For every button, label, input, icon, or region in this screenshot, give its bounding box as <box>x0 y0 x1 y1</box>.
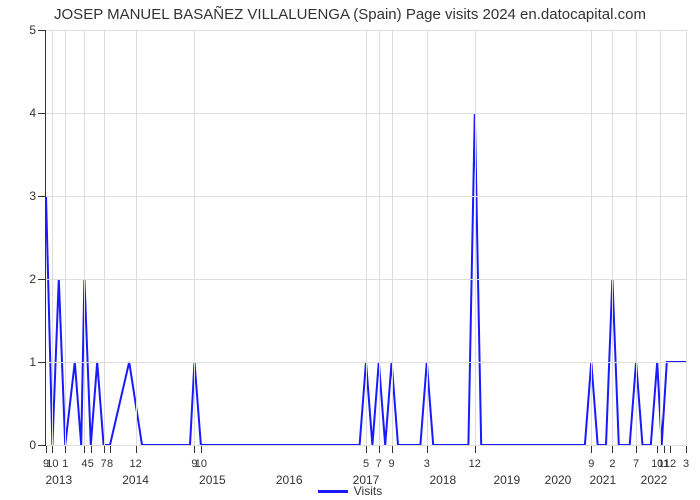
chart-title: JOSEP MANUEL BASAÑEZ VILLALUENGA (Spain)… <box>0 6 700 23</box>
x-tick <box>91 446 92 453</box>
x-tick-label: 9 <box>588 458 594 470</box>
x-tick <box>475 446 476 453</box>
x-tick-label: 5 <box>363 458 369 470</box>
x-gridline <box>686 30 687 445</box>
x-gridline <box>660 30 661 445</box>
x-tick-label: 5 <box>88 458 94 470</box>
y-tick-label: 2 <box>16 272 36 286</box>
x-tick <box>84 446 85 453</box>
y-tick-label: 3 <box>16 189 36 203</box>
x-tick <box>670 446 671 453</box>
x-gridline <box>636 30 637 445</box>
x-tick <box>392 446 393 453</box>
x-tick <box>379 446 380 453</box>
x-gridline <box>392 30 393 445</box>
x-tick-label: 2 <box>609 458 615 470</box>
x-tick-label: 7 <box>633 458 639 470</box>
y-tick <box>38 445 45 446</box>
x-tick-label: 3 <box>424 458 430 470</box>
x-tick <box>591 446 592 453</box>
y-tick-label: 4 <box>16 106 36 120</box>
x-tick-label: 9 <box>389 458 395 470</box>
x-gridline <box>366 30 367 445</box>
x-gridline <box>52 30 53 445</box>
x-gridline <box>379 30 380 445</box>
x-tick-label: 3 <box>683 458 689 470</box>
legend-item-visits: Visits <box>318 484 382 498</box>
x-tick <box>136 446 137 453</box>
y-tick <box>38 30 45 31</box>
x-tick-label: 7 <box>101 458 107 470</box>
x-tick-label: 12 <box>129 458 141 470</box>
x-tick-label: 8 <box>107 458 113 470</box>
x-gridline <box>136 30 137 445</box>
x-tick <box>110 446 111 453</box>
legend: Visits <box>0 480 700 499</box>
x-tick <box>657 446 658 453</box>
x-tick <box>194 446 195 453</box>
x-tick <box>65 446 66 453</box>
y-tick-label: 0 <box>16 438 36 452</box>
y-tick-label: 1 <box>16 355 36 369</box>
x-tick-label: 10 <box>195 458 207 470</box>
x-gridline <box>104 30 105 445</box>
x-tick <box>686 446 687 453</box>
x-tick <box>427 446 428 453</box>
x-tick <box>612 446 613 453</box>
y-tick <box>38 362 45 363</box>
x-tick-label: 4 <box>81 458 87 470</box>
x-tick-label: 10 <box>46 458 58 470</box>
x-tick <box>366 446 367 453</box>
chart-container: JOSEP MANUEL BASAÑEZ VILLALUENGA (Spain)… <box>0 0 700 500</box>
legend-swatch <box>318 490 348 493</box>
x-gridline <box>65 30 66 445</box>
x-tick <box>52 446 53 453</box>
legend-label: Visits <box>354 484 382 498</box>
y-tick <box>38 196 45 197</box>
x-gridline <box>475 30 476 445</box>
x-gridline <box>194 30 195 445</box>
x-tick-label: 12 <box>664 458 676 470</box>
y-tick <box>38 279 45 280</box>
y-tick-label: 5 <box>16 23 36 37</box>
x-tick-label: 7 <box>376 458 382 470</box>
x-tick <box>104 446 105 453</box>
x-tick-label: 12 <box>469 458 481 470</box>
x-tick <box>664 446 665 453</box>
x-tick <box>46 446 47 453</box>
x-gridline <box>591 30 592 445</box>
x-gridline <box>84 30 85 445</box>
x-tick <box>636 446 637 453</box>
plot-area: 0123459101457812910579312927101112320132… <box>45 30 686 446</box>
x-tick <box>201 446 202 453</box>
y-tick <box>38 113 45 114</box>
x-gridline <box>427 30 428 445</box>
x-gridline <box>612 30 613 445</box>
x-tick-label: 1 <box>62 458 68 470</box>
